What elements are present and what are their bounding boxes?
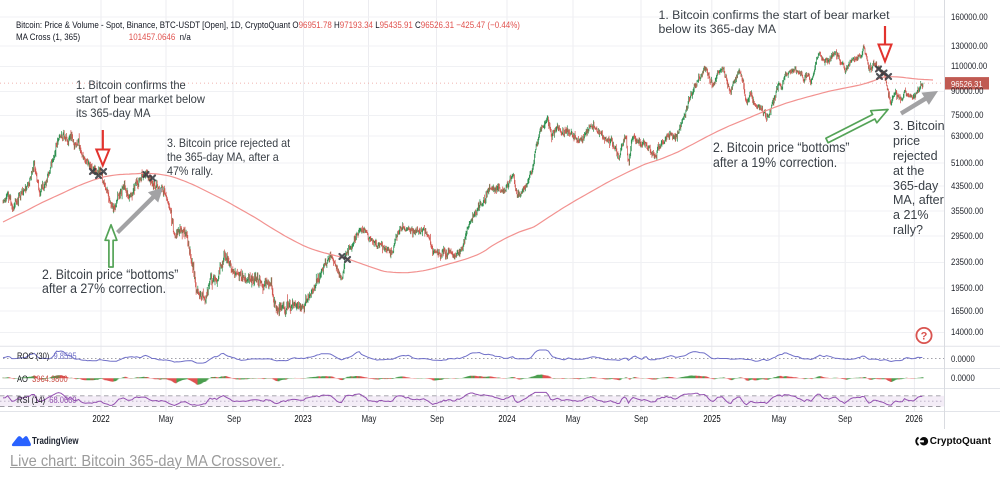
- svg-text:?: ?: [921, 331, 928, 343]
